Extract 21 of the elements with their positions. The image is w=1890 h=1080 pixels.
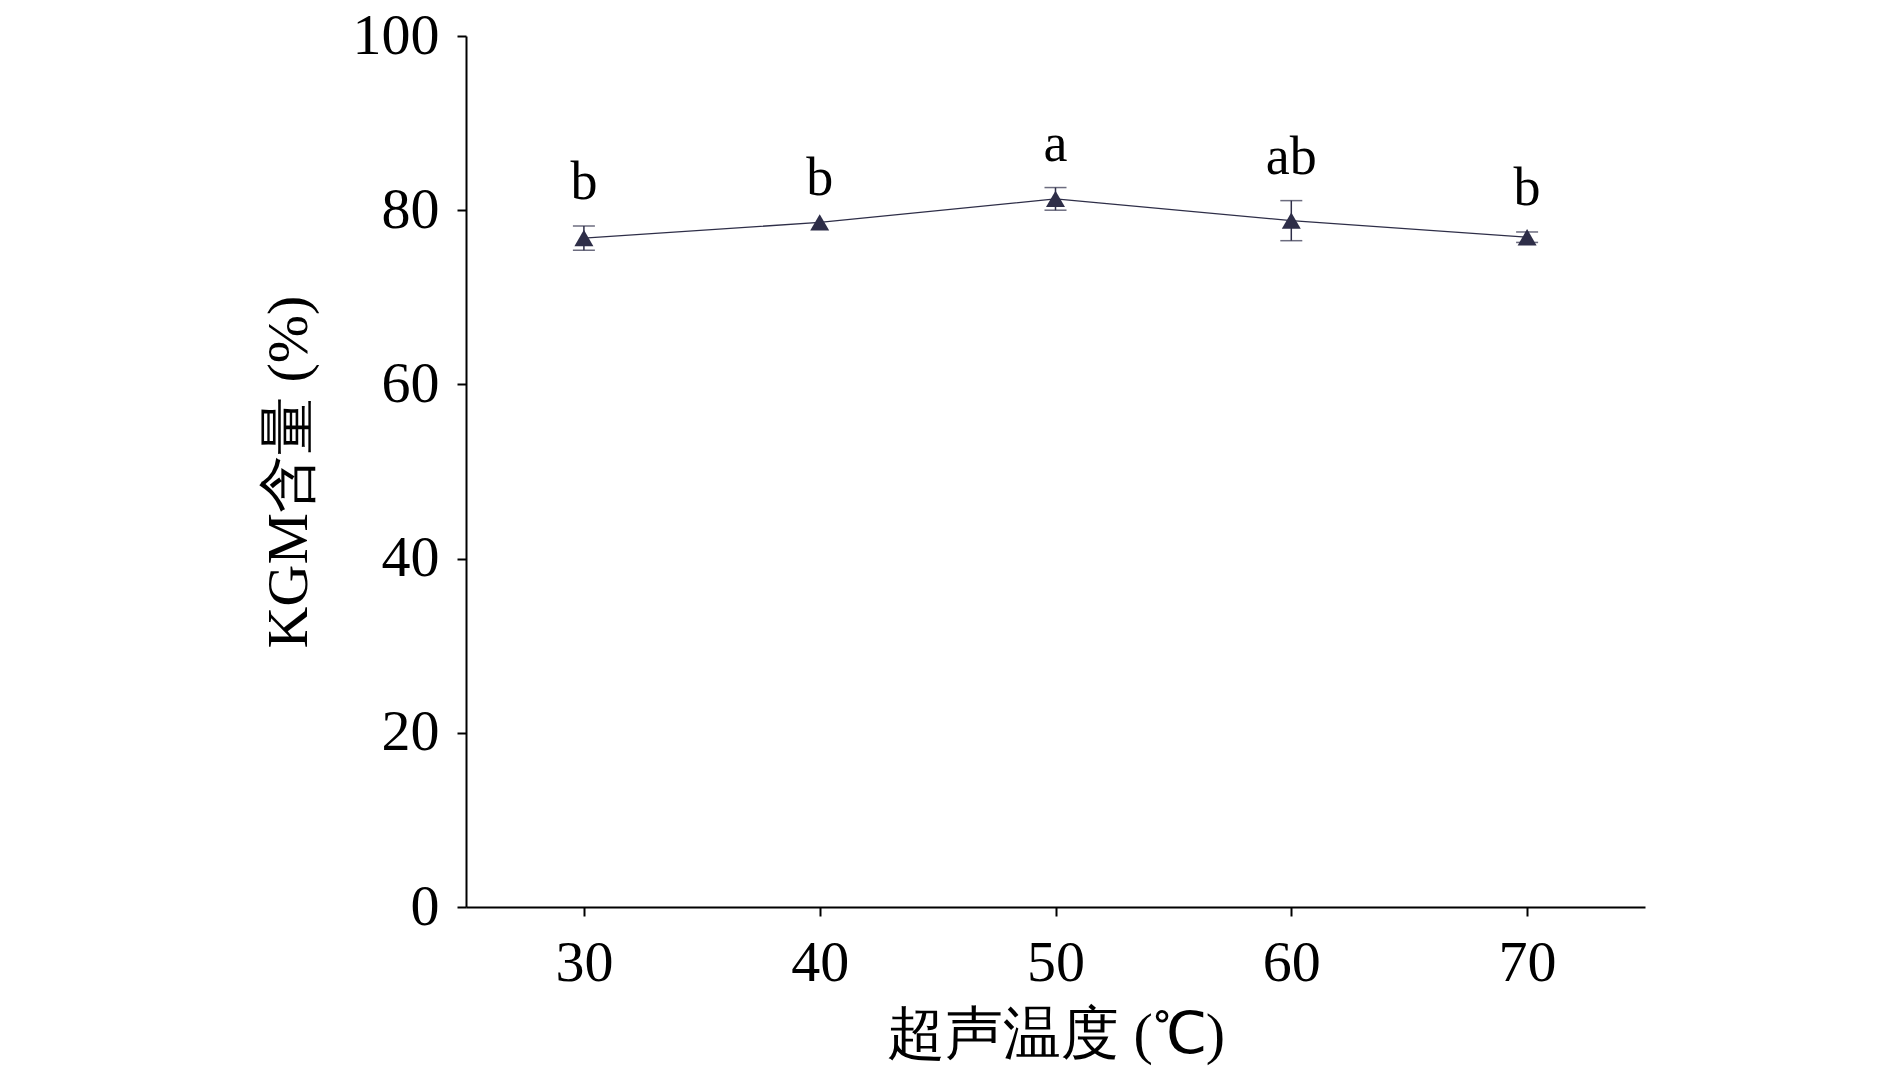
y-tick-label: 0 xyxy=(410,872,440,938)
x-tick-label: 50 xyxy=(1027,928,1085,994)
point xyxy=(574,229,594,247)
x-tick-label: 70 xyxy=(1498,928,1557,994)
x-tick-label: 30 xyxy=(555,928,614,994)
y-tick-label: 40 xyxy=(381,524,440,590)
y-tick-label: 80 xyxy=(381,175,440,241)
annotation: b xyxy=(1513,156,1541,217)
x-tick-label: 60 xyxy=(1262,928,1321,994)
y-axis-title: KGM含量 (%) xyxy=(254,295,320,649)
point xyxy=(1281,212,1301,229)
annotation: b xyxy=(806,147,834,208)
point xyxy=(810,214,830,231)
annotation: a xyxy=(1043,112,1068,173)
x-tick-label: 40 xyxy=(791,928,850,994)
annotation: ab xyxy=(1265,125,1317,186)
y-tick-label: 100 xyxy=(352,1,440,67)
x-axis-title: 超声温度 (℃) xyxy=(886,1000,1226,1066)
annotation: b xyxy=(570,150,598,211)
y-tick-label: 60 xyxy=(381,349,440,415)
y-tick-label: 20 xyxy=(381,698,440,764)
